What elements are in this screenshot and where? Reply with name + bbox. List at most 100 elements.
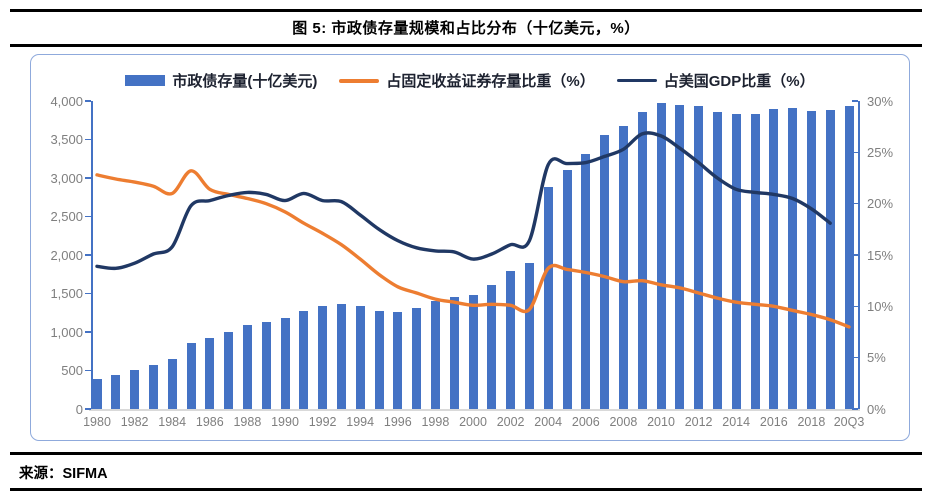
- left-axis-tick: [85, 100, 91, 102]
- x-axis-label: 2018: [797, 415, 826, 429]
- bar-1992: [318, 305, 328, 409]
- x-axis-label: 1996: [383, 415, 412, 429]
- right-axis-tick: [852, 151, 858, 154]
- x-axis-label: 1982: [120, 415, 149, 429]
- x-axis-label: 2000: [459, 415, 487, 429]
- bar-2001: [487, 285, 497, 409]
- bar-2017: [788, 107, 798, 409]
- line-series-layer: [95, 131, 851, 329]
- bar-2007: [600, 134, 610, 409]
- bar-1985: [186, 342, 196, 409]
- x-axis-label: 2010: [647, 415, 675, 429]
- bar-2018: [806, 111, 816, 409]
- bar-1996: [393, 311, 403, 409]
- right-axis-label: 10%: [867, 298, 894, 314]
- gdp-share-line: [95, 131, 832, 271]
- title-divider-line: [10, 44, 922, 47]
- legend-item-fixed-income-share: 占固定收益证券存量比重（%）: [339, 70, 595, 91]
- plot-area: 0 500 1,000 1,500 2,000 2,500 3,000 3,500 4,000 0…: [31, 55, 911, 442]
- x-axis-label: 2016: [759, 415, 788, 429]
- source-divider-line: [10, 452, 922, 455]
- bar-1980: [92, 378, 102, 409]
- left-axis-label: 4,000: [50, 93, 83, 109]
- bar-2016: [769, 109, 779, 409]
- chart-legend: 市政债存量(十亿美元) 占固定收益证券存量比重（%） 占美国GDP比重（%）: [31, 70, 909, 91]
- bar-2019: [825, 110, 835, 409]
- bar-2008: [618, 126, 628, 409]
- bottom-divider-line: [10, 488, 922, 491]
- left-axis-label: 1,000: [50, 324, 83, 340]
- x-axis-label: 1984: [158, 415, 187, 429]
- bar-20Q3: [844, 105, 854, 409]
- bar-2012: [694, 105, 704, 409]
- bar-1986: [205, 338, 215, 409]
- bar-1984: [167, 359, 177, 409]
- right-axis-tick: [852, 408, 858, 410]
- bar-2013: [712, 111, 722, 409]
- chart-container: 市政债存量(十亿美元) 占固定收益证券存量比重（%） 占美国GDP比重（%） 0…: [30, 54, 910, 441]
- right-axis-label: 20%: [867, 196, 894, 212]
- right-axis-tick: [852, 305, 858, 308]
- left-axis-label: 2,000: [50, 247, 83, 263]
- legend-label: 占固定收益证券存量比重（%）: [386, 73, 595, 90]
- left-axis-tick: [85, 177, 91, 179]
- x-axis-label: 1988: [233, 415, 262, 429]
- legend-bar-swatch: [125, 75, 166, 86]
- x-axis-label: 1986: [195, 415, 224, 429]
- bar-1999: [449, 296, 459, 409]
- x-axis-label: 2008: [609, 415, 638, 429]
- bar-2015: [750, 113, 760, 409]
- x-axis-label: 20Q3: [833, 415, 865, 429]
- bar-1997: [412, 307, 422, 409]
- fixed-income-share-line: [95, 169, 851, 329]
- x-axis-label: 2012: [684, 415, 713, 429]
- x-axis-label: 1980: [83, 415, 111, 429]
- legend-label: 占美国GDP比重（%）: [663, 73, 815, 90]
- left-axis-tick: [85, 292, 91, 295]
- left-axis-label: 500: [61, 363, 83, 378]
- left-axis-tick: [85, 215, 91, 218]
- right-axis-label: 25%: [867, 144, 894, 160]
- x-axis-label: 1990: [271, 415, 299, 429]
- source-attribution: 来源：SIFMA: [19, 466, 108, 482]
- bar-1993: [336, 304, 346, 409]
- bar-2010: [656, 103, 666, 409]
- bar-2011: [675, 104, 685, 409]
- bar-1982: [130, 370, 140, 409]
- bar-1991: [299, 310, 309, 409]
- left-axis-tick: [85, 408, 91, 410]
- bar-2004: [543, 186, 553, 409]
- bar-2014: [731, 114, 741, 409]
- x-axis-label: 2004: [534, 415, 563, 429]
- bar-1987: [224, 332, 234, 409]
- right-axis-label: 5%: [867, 350, 886, 366]
- right-axis-tick: [852, 202, 858, 205]
- x-axis-label: 1998: [421, 415, 450, 429]
- legend-orange-line-swatch: [339, 78, 380, 83]
- bar-1988: [242, 325, 252, 409]
- x-axis-baseline: [89, 409, 860, 411]
- right-axis-label: 15%: [867, 247, 894, 263]
- left-axis-tick: [85, 331, 91, 333]
- right-axis-tick: [852, 254, 858, 256]
- left-axis-tick: [85, 254, 91, 256]
- left-axis-label: 3,500: [50, 132, 83, 147]
- bar-2000: [468, 295, 478, 409]
- bar-2005: [562, 170, 572, 409]
- left-axis-label: 2,500: [50, 209, 83, 224]
- bar-1983: [148, 365, 158, 409]
- bar-1981: [111, 374, 121, 409]
- bar-2009: [637, 111, 647, 409]
- x-axis-label: 2006: [571, 415, 600, 429]
- bar-1995: [374, 310, 384, 409]
- legend-item-muni-bonds: 市政债存量(十亿美元): [125, 70, 317, 91]
- bar-2002: [506, 271, 516, 409]
- x-axis-label: 2002: [496, 415, 525, 429]
- left-axis-label: 0: [75, 401, 83, 417]
- right-axis-tick: [852, 356, 858, 359]
- right-axis-line: [858, 101, 860, 409]
- legend-item-gdp-share: 占美国GDP比重（%）: [616, 70, 815, 91]
- bar-2003: [524, 262, 534, 409]
- left-axis-tick: [85, 138, 91, 141]
